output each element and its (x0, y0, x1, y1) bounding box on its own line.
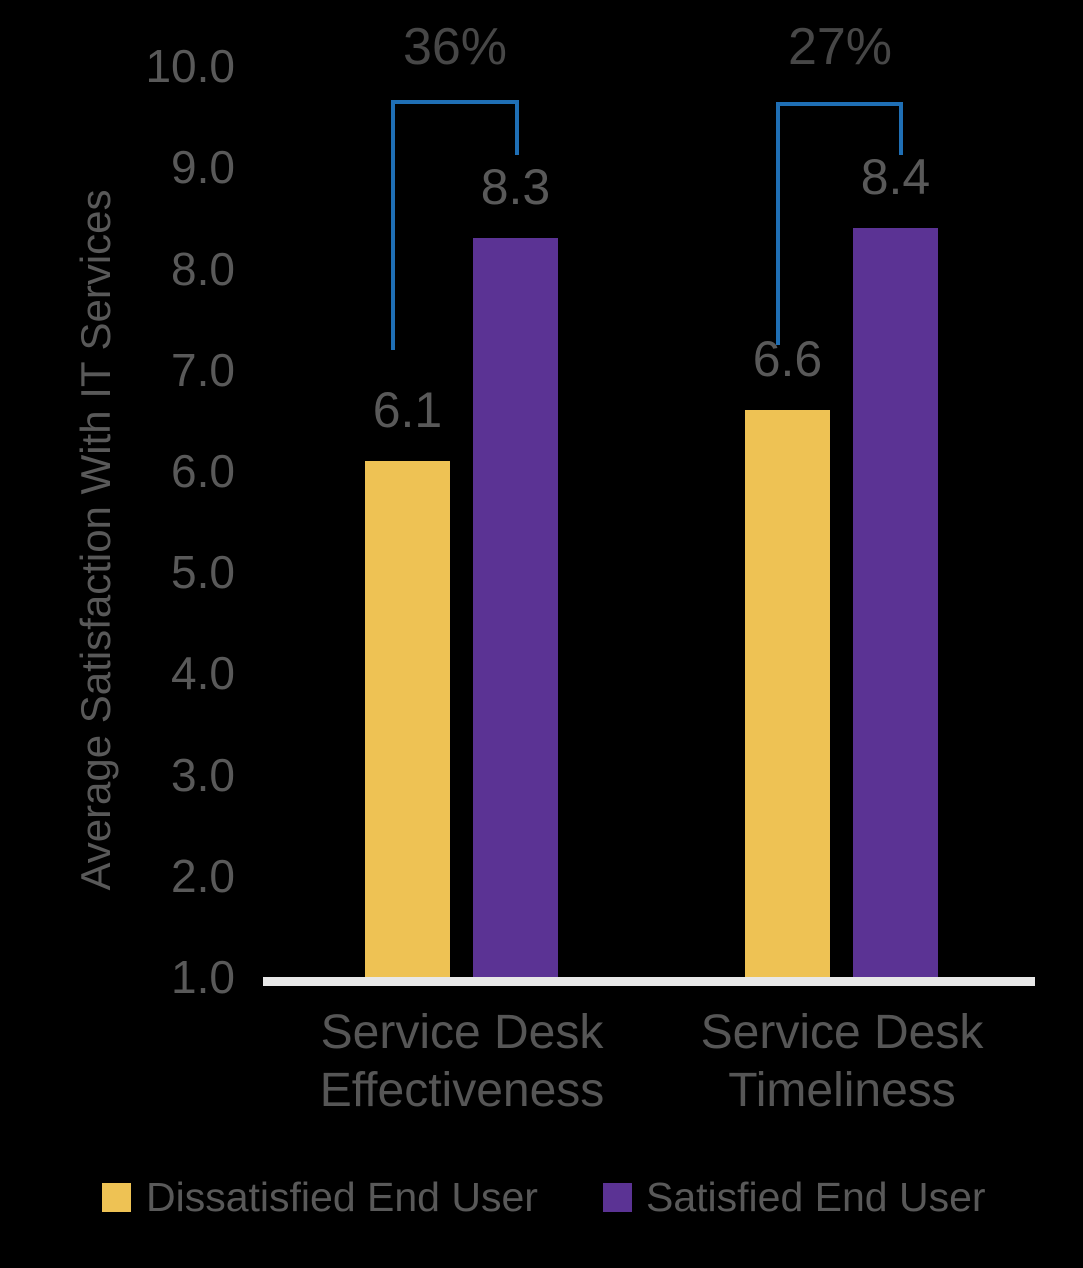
x-axis-baseline (263, 977, 1035, 986)
bar-dissatisfied-timeliness (745, 410, 830, 977)
bar-value-label: 6.1 (372, 381, 443, 438)
bar-dissatisfied-effectiveness (365, 460, 450, 977)
category-label-line: Service Desk (320, 1006, 604, 1059)
y-axis-tick-label: 2.0 (171, 849, 235, 902)
legend-label-satisfied: Satisfied End User (646, 1174, 986, 1220)
y-axis-tick-label: 4.0 (171, 647, 235, 700)
y-axis-tick-label: 1.0 (171, 951, 235, 1003)
y-axis-tick-label: 6.0 (171, 445, 235, 497)
bar-value-label: 8.4 (860, 149, 931, 206)
y-axis-tick-label: 7.0 (171, 343, 235, 396)
category-label-timeliness: Service Desk Timeliness (652, 1004, 1032, 1120)
legend-label-dissatisfied: Dissatisfied End User (146, 1174, 538, 1220)
y-axis-tick-label: 5.0 (171, 546, 235, 599)
y-axis-tick-label: 3.0 (171, 748, 235, 801)
difference-bracket-timeliness-right (899, 102, 903, 155)
difference-percent-timeliness: 27% (787, 18, 893, 76)
difference-bracket-effectiveness-top (391, 100, 519, 104)
category-label-line: Effectiveness (319, 1064, 605, 1117)
category-label-line: Timeliness (728, 1064, 956, 1117)
legend-swatch-satisfied (603, 1183, 632, 1212)
bar-satisfied-timeliness (853, 228, 938, 977)
difference-bracket-effectiveness-left (391, 100, 395, 350)
legend-swatch-dissatisfied (102, 1183, 131, 1212)
y-axis-tick-label: 8.0 (171, 242, 235, 295)
difference-bracket-timeliness-top (776, 102, 903, 106)
bar-satisfied-effectiveness (473, 238, 558, 977)
difference-percent-effectiveness: 36% (402, 18, 508, 76)
y-axis-tick-label: 9.0 (171, 141, 235, 194)
bar-value-label: 8.3 (480, 159, 551, 216)
category-label-effectiveness: Service Desk Effectiveness (272, 1004, 652, 1120)
bar-value-label: 6.6 (752, 331, 823, 388)
difference-bracket-effectiveness-right (515, 100, 519, 155)
category-label-line: Service Desk (700, 1006, 984, 1059)
y-axis-tick-label: 10.0 (145, 40, 235, 93)
difference-bracket-timeliness-left (776, 102, 780, 345)
